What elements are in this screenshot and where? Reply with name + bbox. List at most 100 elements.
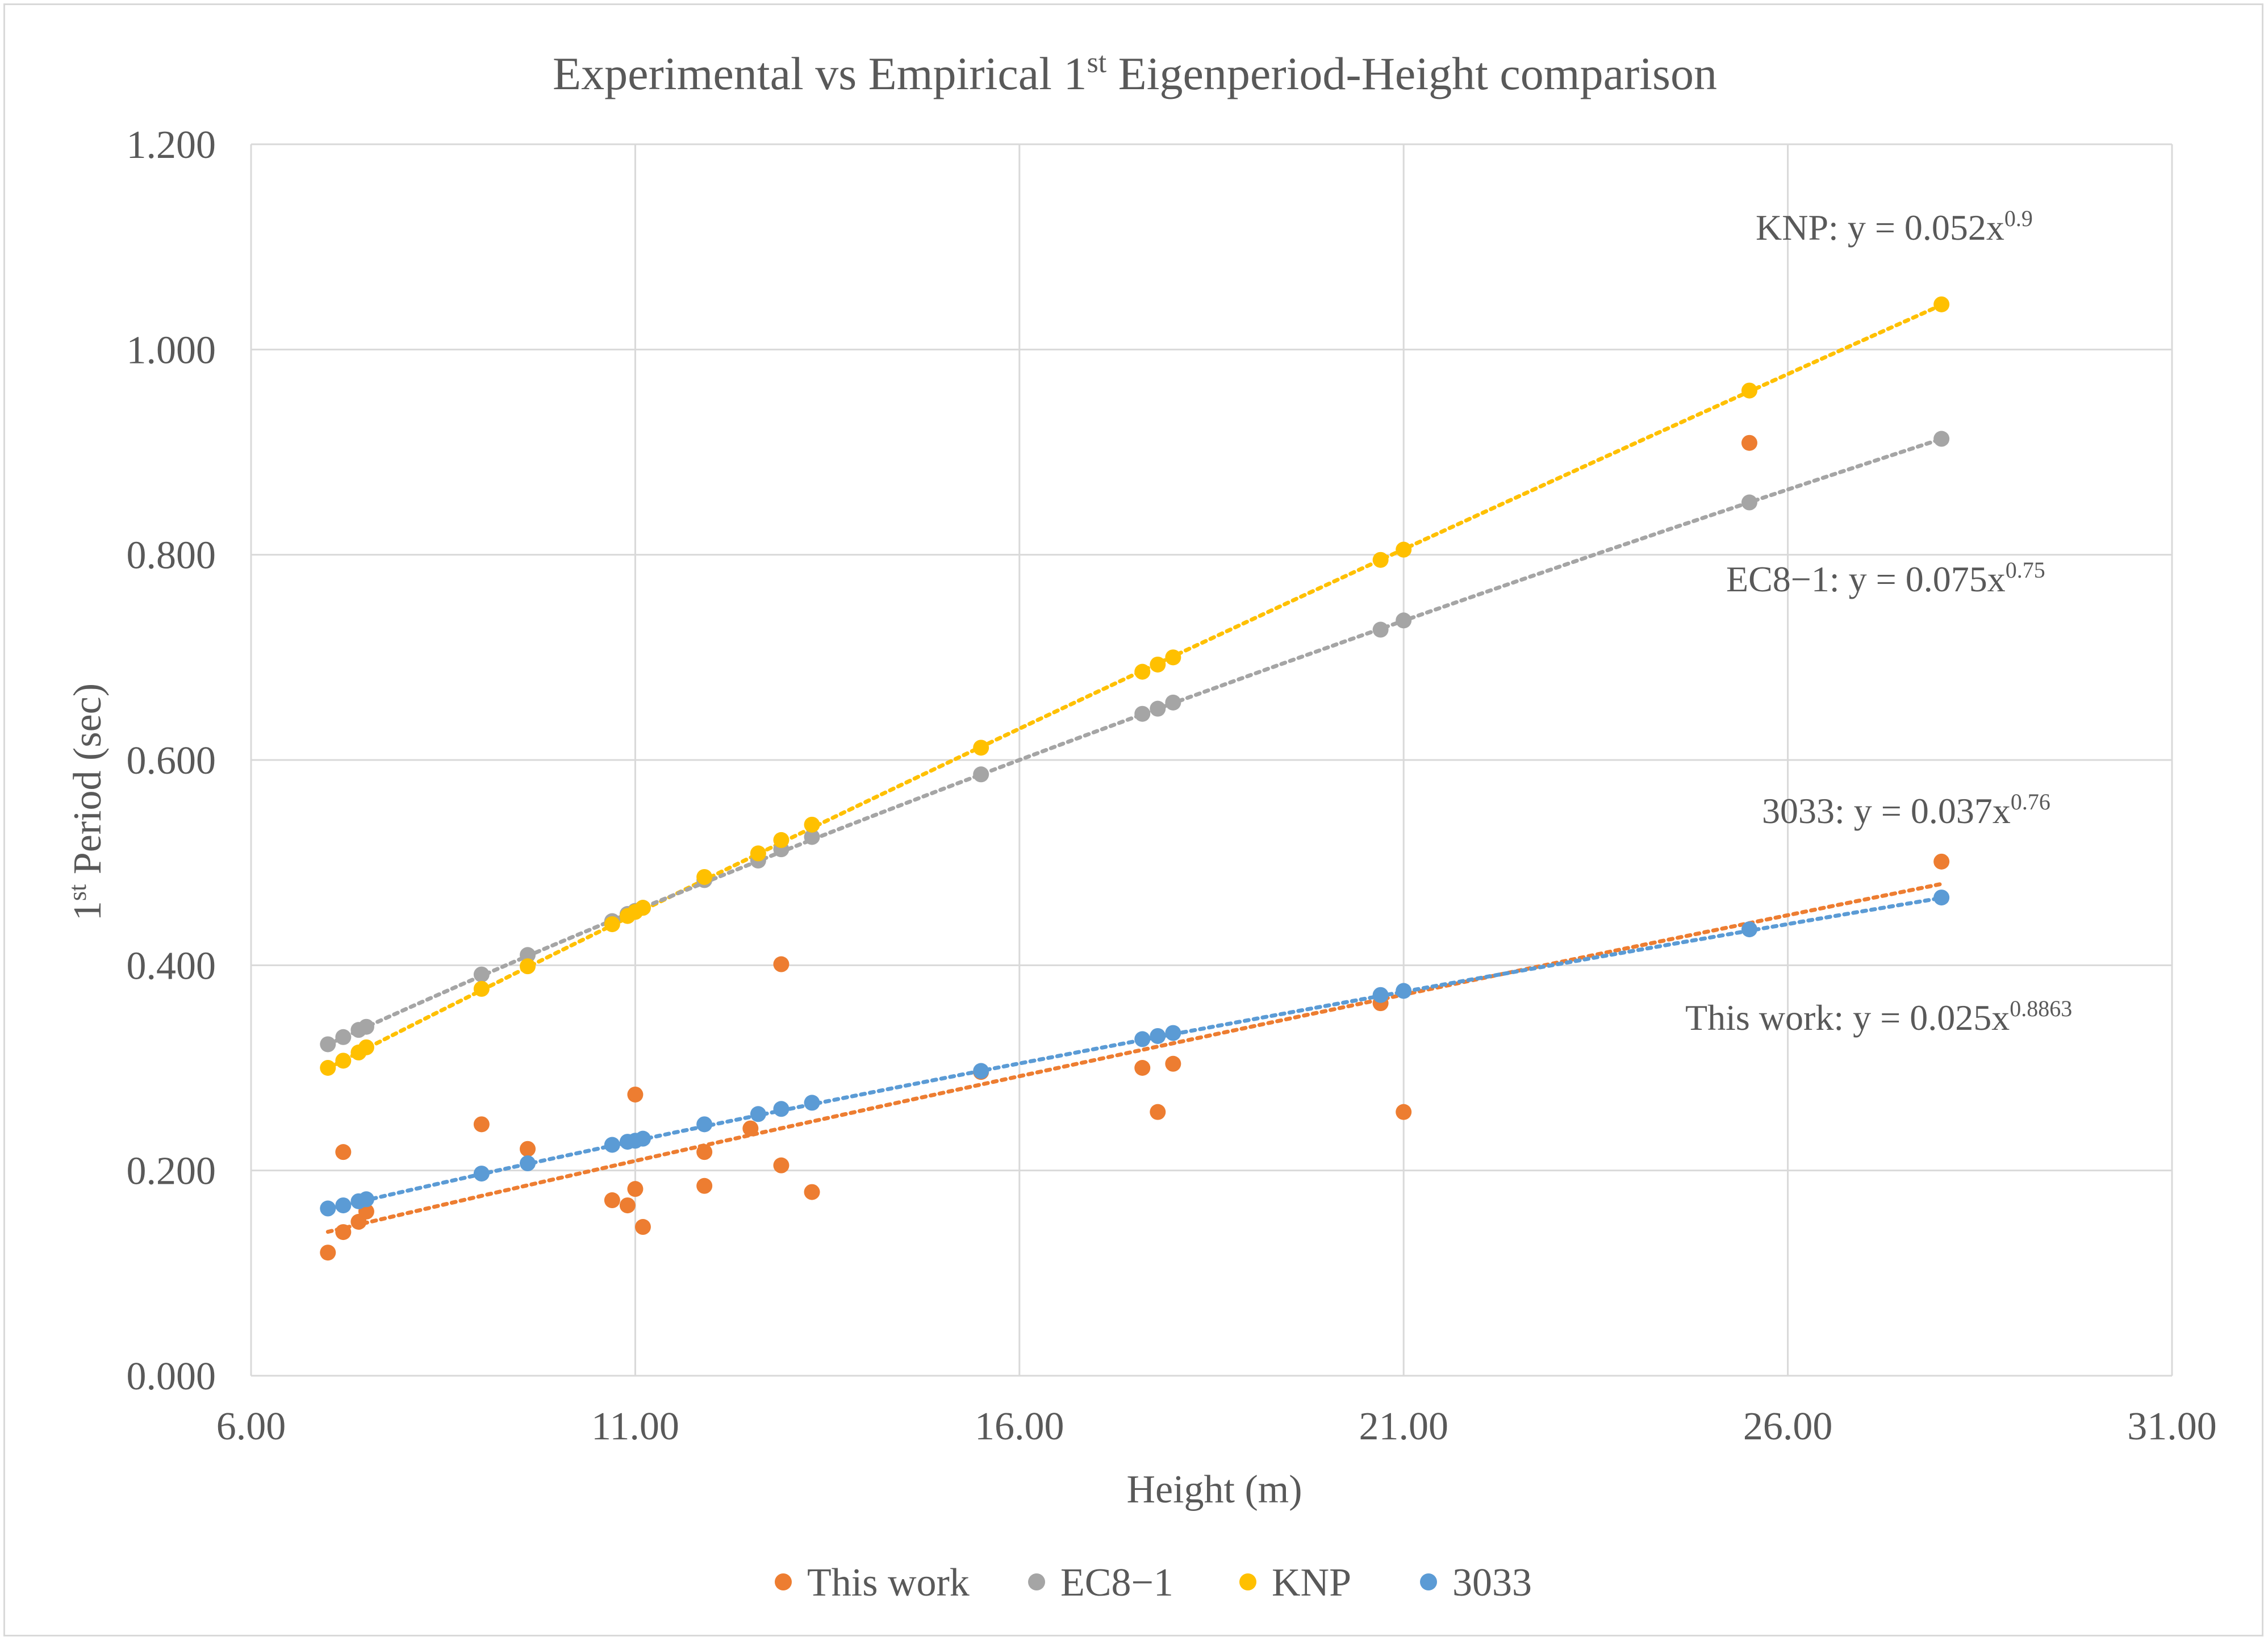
data-point bbox=[1372, 621, 1389, 638]
trendline-equation: EC8−1: y = 0.075x0.75 bbox=[1726, 557, 2045, 599]
data-point bbox=[973, 766, 989, 783]
x-tick-label: 6.00 bbox=[216, 1405, 286, 1448]
data-point bbox=[1372, 987, 1389, 1003]
data-point bbox=[627, 1086, 644, 1103]
data-point bbox=[1741, 921, 1757, 938]
data-point bbox=[520, 958, 536, 975]
data-point bbox=[1933, 853, 1950, 870]
x-tick-label: 16.00 bbox=[975, 1405, 1064, 1448]
data-point bbox=[1165, 694, 1181, 711]
data-point bbox=[473, 1166, 490, 1182]
trendline-equation: This work: y = 0.025x0.8863 bbox=[1685, 996, 2072, 1038]
trendline-equation: KNP: y = 0.052x0.9 bbox=[1756, 206, 2033, 248]
gridlines bbox=[250, 143, 2173, 1377]
data-point bbox=[1933, 890, 1950, 906]
data-point bbox=[335, 1029, 352, 1045]
data-point bbox=[973, 1063, 989, 1079]
data-point bbox=[1396, 541, 1412, 558]
y-tick-label: 0.600 bbox=[127, 739, 216, 783]
data-point bbox=[335, 1197, 352, 1214]
data-points bbox=[320, 296, 1950, 1261]
data-point bbox=[358, 1018, 374, 1035]
data-point bbox=[1741, 435, 1757, 451]
legend-marker bbox=[1420, 1573, 1437, 1590]
data-point bbox=[1134, 1031, 1151, 1047]
data-point bbox=[627, 1181, 644, 1197]
y-axis-label: 1st Period (sec) bbox=[64, 683, 110, 921]
y-tick-label: 1.000 bbox=[127, 328, 216, 372]
data-point bbox=[1741, 382, 1757, 399]
data-point bbox=[335, 1053, 352, 1069]
data-point bbox=[634, 900, 651, 916]
data-point bbox=[696, 1177, 713, 1194]
data-point bbox=[358, 1191, 374, 1208]
trendline-2 bbox=[325, 303, 1944, 1071]
legend-marker bbox=[775, 1573, 792, 1590]
y-tick-label: 0.200 bbox=[127, 1150, 216, 1193]
data-point bbox=[1165, 1025, 1181, 1041]
trendlines bbox=[325, 303, 1944, 1234]
x-axis-label: Height (m) bbox=[1126, 1468, 1302, 1511]
data-point bbox=[1165, 1055, 1181, 1072]
data-point bbox=[773, 832, 790, 848]
trendline-1 bbox=[325, 437, 1944, 1047]
data-point bbox=[1134, 705, 1151, 722]
trendline-equations: KNP: y = 0.052x0.9 EC8−1: y = 0.075x0.75 3… bbox=[1685, 206, 2072, 1038]
data-point bbox=[1372, 552, 1389, 568]
x-tick-label: 26.00 bbox=[1743, 1405, 1833, 1448]
legend-label: 3033 bbox=[1452, 1561, 1532, 1605]
data-point bbox=[973, 740, 989, 756]
data-point bbox=[520, 947, 536, 963]
data-point bbox=[773, 1157, 790, 1174]
data-point bbox=[520, 1155, 536, 1172]
data-point bbox=[1741, 494, 1757, 511]
data-point bbox=[1396, 612, 1412, 629]
legend-label: KNP bbox=[1272, 1561, 1351, 1605]
y-tick-label: 0.000 bbox=[127, 1355, 216, 1398]
data-point bbox=[634, 1219, 651, 1235]
data-point bbox=[1165, 649, 1181, 666]
trendline-0 bbox=[325, 882, 1944, 1234]
data-point bbox=[804, 829, 820, 845]
data-point bbox=[520, 1141, 536, 1157]
x-tick-label: 21.00 bbox=[1359, 1405, 1448, 1448]
data-point bbox=[634, 1130, 651, 1147]
y-axis-tick-labels: 0.000 0.200 0.400 0.600 0.800 1.000 1.200 bbox=[127, 123, 216, 1398]
legend: This work EC8−1 KNP 3033 bbox=[775, 1561, 1532, 1605]
data-point bbox=[320, 1200, 336, 1217]
chart-title: Experimental vs Empirical 1st Eigenperio… bbox=[553, 47, 1717, 99]
x-axis-tick-labels: 6.00 11.00 16.00 21.00 26.00 31.00 bbox=[216, 1405, 2217, 1448]
x-tick-label: 31.00 bbox=[2127, 1405, 2217, 1448]
data-point bbox=[604, 916, 620, 933]
data-point bbox=[1134, 663, 1151, 680]
data-point bbox=[1396, 1104, 1412, 1120]
data-point bbox=[473, 966, 490, 983]
data-point bbox=[804, 1184, 820, 1200]
data-point bbox=[696, 1116, 713, 1133]
data-point bbox=[473, 980, 490, 997]
y-tick-label: 1.200 bbox=[127, 123, 216, 167]
data-point bbox=[750, 1106, 766, 1122]
chart-canvas: Experimental vs Empirical 1st Eigenperio… bbox=[64, 47, 2217, 1605]
data-point bbox=[1933, 431, 1950, 447]
trendline-3 bbox=[325, 896, 1944, 1212]
data-point bbox=[742, 1120, 759, 1137]
data-point bbox=[320, 1060, 336, 1076]
data-point bbox=[473, 1116, 490, 1133]
data-point bbox=[1396, 983, 1412, 999]
data-point bbox=[335, 1144, 352, 1160]
data-point bbox=[1933, 296, 1950, 312]
data-point bbox=[696, 1144, 713, 1160]
data-point bbox=[1150, 1104, 1166, 1120]
data-point bbox=[619, 1197, 636, 1214]
data-point bbox=[773, 956, 790, 972]
data-point bbox=[1134, 1060, 1151, 1076]
legend-label: EC8−1 bbox=[1060, 1561, 1173, 1605]
chart-frame: Experimental vs Empirical 1st Eigenperio… bbox=[3, 3, 2263, 1636]
data-point bbox=[358, 1039, 374, 1055]
data-point bbox=[335, 1224, 352, 1241]
data-point bbox=[1150, 656, 1166, 673]
data-point bbox=[604, 1137, 620, 1153]
y-tick-label: 0.800 bbox=[127, 534, 216, 578]
y-tick-label: 0.400 bbox=[127, 944, 216, 988]
